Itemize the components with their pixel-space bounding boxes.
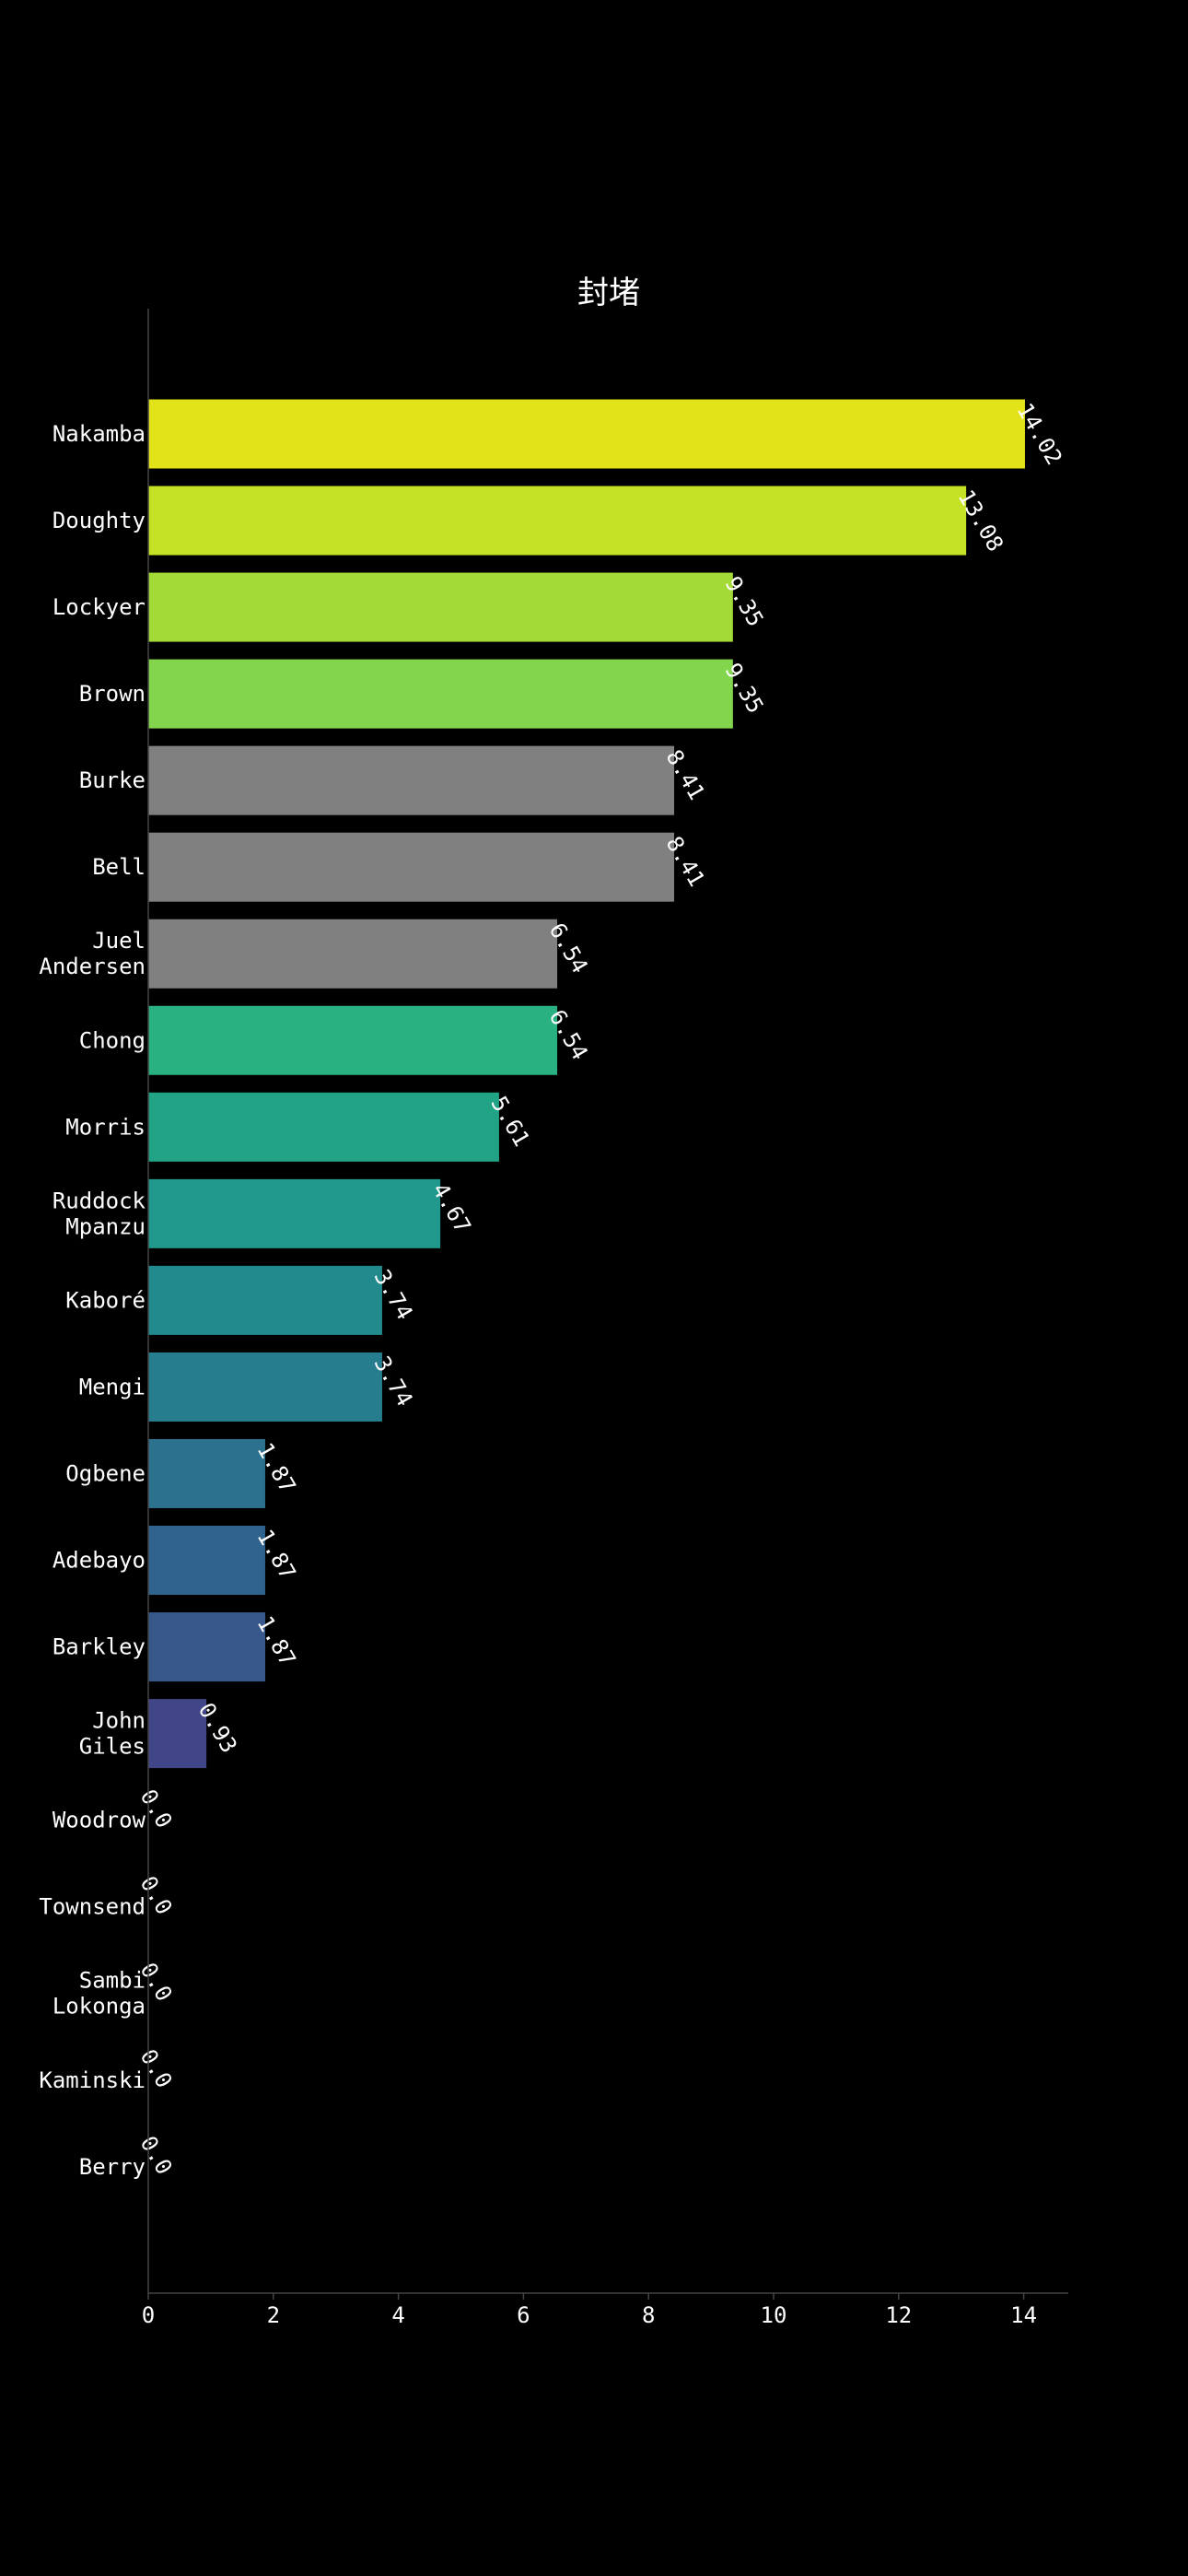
x-tick-label: 6 [517, 2302, 530, 2328]
category-label: Morris [65, 1114, 146, 1140]
x-tick-label: 14 [1010, 2302, 1037, 2328]
bar [148, 1438, 265, 1508]
x-tick-label: 4 [391, 2302, 404, 2328]
category-label: Barkley [52, 1634, 146, 1660]
category-label: Juel Andersen [39, 928, 146, 979]
bar [148, 1526, 265, 1596]
bar [148, 572, 733, 642]
category-label: Kaboré [65, 1287, 146, 1313]
chart-title: 封堵 [577, 275, 640, 311]
bar [148, 1612, 265, 1682]
bar [148, 1699, 207, 1769]
bars-layer [148, 399, 1025, 1769]
bar [148, 1092, 499, 1162]
x-tick-label: 10 [761, 2302, 787, 2328]
bar [148, 659, 733, 729]
category-label: Woodrow [52, 1808, 146, 1833]
bar [148, 919, 558, 989]
x-tick-label: 0 [142, 2302, 155, 2328]
x-axis-ticks: 0 2 4 6 8 10 12 14 [142, 2293, 1037, 2328]
category-label: Mengi [79, 1374, 146, 1399]
category-label: Berry [79, 2154, 146, 2180]
category-label: Townsend [39, 1894, 146, 1920]
bar [148, 832, 675, 902]
category-label: Ruddock Mpanzu [52, 1188, 146, 1239]
bar [148, 1352, 382, 1422]
x-tick-label: 12 [885, 2302, 912, 2328]
bar [148, 399, 1025, 469]
x-tick-label: 2 [267, 2302, 280, 2328]
category-label: Kaminski [39, 2067, 146, 2093]
category-label: Doughty [52, 508, 146, 533]
category-label: Sambi Lokonga [52, 1968, 146, 2020]
category-label: Adebayo [52, 1548, 146, 1574]
bar [148, 1005, 558, 1075]
bar [148, 1265, 382, 1335]
x-tick-label: 8 [642, 2302, 655, 2328]
category-label: John Giles [79, 1708, 146, 1760]
bar [148, 1178, 441, 1248]
category-label: Nakamba [52, 421, 146, 447]
bar [148, 745, 675, 815]
category-label: Ogbene [65, 1460, 146, 1486]
category-label: Burke [79, 767, 146, 793]
category-label: Brown [79, 681, 146, 707]
category-label: Bell [92, 854, 146, 880]
category-labels: Nakamba Doughty Lockyer Brown Burke Bell Juel A… [39, 421, 146, 2180]
category-label: Chong [79, 1027, 146, 1053]
bar [148, 486, 967, 556]
category-label: Lockyer [52, 594, 146, 620]
